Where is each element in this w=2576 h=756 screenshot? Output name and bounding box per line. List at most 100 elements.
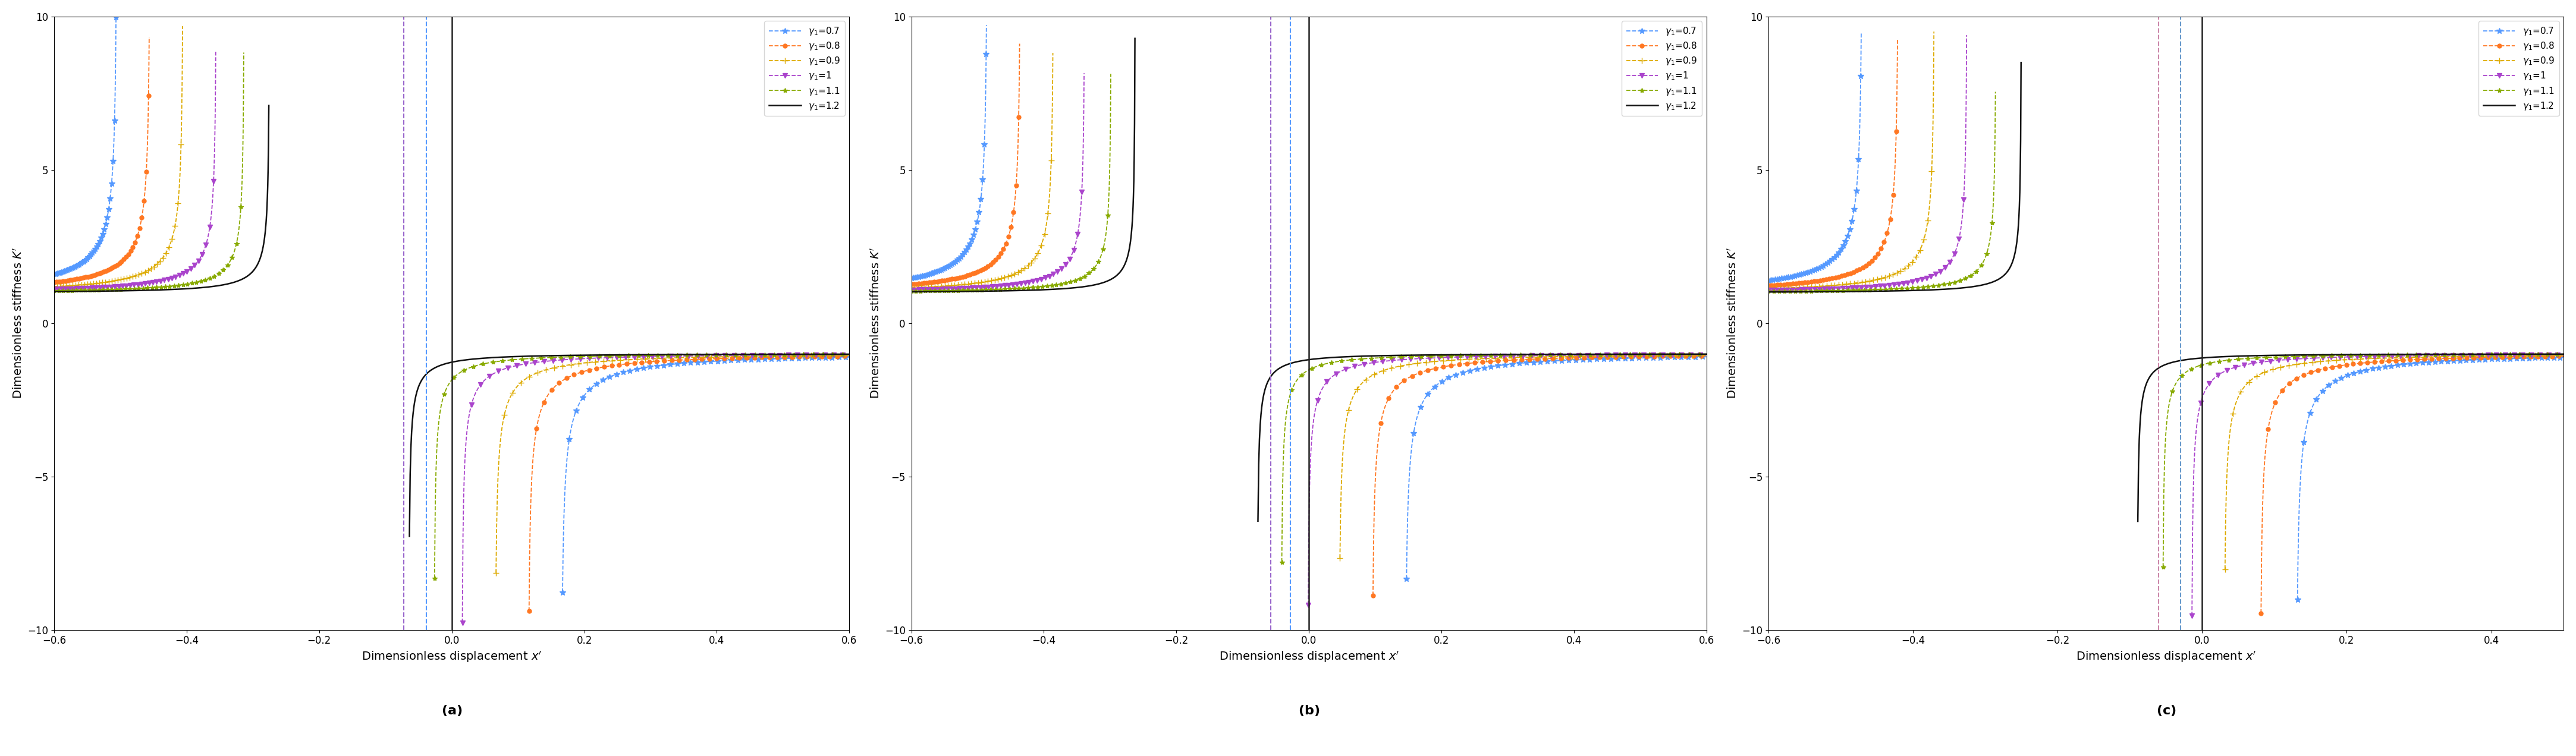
Line: $\gamma_1$=1.1: $\gamma_1$=1.1 xyxy=(909,71,1113,293)
Line: $\gamma_1$=0.7: $\gamma_1$=0.7 xyxy=(909,22,989,281)
$\gamma_1$=0.7 xyxy=(1834,222,1865,231)
$\gamma_1$=0.7 xyxy=(75,250,106,259)
$\gamma_1$=0.9 xyxy=(72,280,103,289)
$\gamma_1$=0.9 xyxy=(1798,282,1829,291)
Text: $\mathbf{(b)}$: $\mathbf{(b)}$ xyxy=(1298,703,1319,717)
$\gamma_1$=0.9 xyxy=(994,271,1025,280)
$\gamma_1$=1 xyxy=(1069,69,1100,78)
Line: $\gamma_1$=1: $\gamma_1$=1 xyxy=(52,49,219,292)
$\gamma_1$=0.8 xyxy=(1868,242,1899,251)
$\gamma_1$=0.8 xyxy=(95,264,126,273)
$\gamma_1$=1.2 xyxy=(175,284,206,293)
$\gamma_1$=0.8 xyxy=(39,277,70,287)
Line: $\gamma_1$=0.8: $\gamma_1$=0.8 xyxy=(52,35,152,284)
$\gamma_1$=0.9 xyxy=(1919,27,1950,36)
$\gamma_1$=0.7 xyxy=(64,260,95,269)
$\gamma_1$=1.1 xyxy=(191,275,222,284)
$\gamma_1$=0.7 xyxy=(1765,274,1795,284)
$\gamma_1$=0.8 xyxy=(904,279,935,288)
$\gamma_1$=0.8 xyxy=(1754,281,1785,290)
$\gamma_1$=1.2 xyxy=(1806,287,1837,296)
Line: $\gamma_1$=0.9: $\gamma_1$=0.9 xyxy=(909,50,1056,290)
Line: $\gamma_1$=0.7: $\gamma_1$=0.7 xyxy=(1765,30,1865,284)
$\gamma_1$=0.9 xyxy=(933,281,963,290)
$\gamma_1$=0.9 xyxy=(1038,48,1069,57)
Text: $\mathbf{(a)}$: $\mathbf{(a)}$ xyxy=(440,703,461,717)
$\gamma_1$=1.1 xyxy=(1793,287,1824,296)
$\gamma_1$=0.9 xyxy=(938,280,969,290)
$\gamma_1$=1.2 xyxy=(1754,287,1785,296)
$\gamma_1$=0.8 xyxy=(134,33,165,42)
$\gamma_1$=1.2 xyxy=(75,287,106,296)
$\gamma_1$=1.1 xyxy=(206,266,237,275)
$\gamma_1$=0.8 xyxy=(103,260,134,269)
$\gamma_1$=1.2 xyxy=(75,287,106,296)
$\gamma_1$=1.1 xyxy=(1935,279,1965,288)
$\gamma_1$=1 xyxy=(1906,275,1937,284)
$\gamma_1$=1.2 xyxy=(943,287,974,296)
$\gamma_1$=1 xyxy=(943,284,974,293)
$\gamma_1$=1 xyxy=(1911,274,1942,283)
$\gamma_1$=0.7 xyxy=(1847,29,1878,38)
$\gamma_1$=0.7 xyxy=(945,253,976,262)
Line: $\gamma_1$=0.8: $\gamma_1$=0.8 xyxy=(1767,36,1899,287)
$\gamma_1$=0.9 xyxy=(930,281,961,290)
$\gamma_1$=1.2 xyxy=(920,287,951,296)
$\gamma_1$=0.8 xyxy=(951,271,981,280)
Legend: $\gamma_1$=0.7, $\gamma_1$=0.8, $\gamma_1$=0.9, $\gamma_1$=1, $\gamma_1$=1.1, $\: $\gamma_1$=0.7, $\gamma_1$=0.8, $\gamma_… xyxy=(1620,21,1703,116)
$\gamma_1$=1.2 xyxy=(206,280,237,290)
Line: $\gamma_1$=1.1: $\gamma_1$=1.1 xyxy=(52,50,247,293)
$\gamma_1$=0.8 xyxy=(984,251,1015,260)
$\gamma_1$=0.7 xyxy=(961,217,992,226)
$\gamma_1$=1 xyxy=(1785,285,1816,294)
$\gamma_1$=0.9 xyxy=(129,268,160,277)
$\gamma_1$=1.2 xyxy=(1940,284,1971,293)
$\gamma_1$=0.8 xyxy=(1832,270,1862,279)
$\gamma_1$=0.8 xyxy=(52,276,82,285)
$\gamma_1$=1.2 xyxy=(1118,156,1149,165)
X-axis label: Dimensionless displacement $x'$: Dimensionless displacement $x'$ xyxy=(2076,649,2257,664)
$\gamma_1$=1.1 xyxy=(930,286,961,295)
$\gamma_1$=0.7 xyxy=(912,271,943,280)
$\gamma_1$=0.7 xyxy=(969,172,999,181)
$\gamma_1$=0.7 xyxy=(1780,271,1811,280)
$\gamma_1$=0.9 xyxy=(70,280,100,289)
Line: $\gamma_1$=1.2: $\gamma_1$=1.2 xyxy=(1770,63,2022,292)
$\gamma_1$=0.8 xyxy=(933,275,963,284)
$\gamma_1$=1.1 xyxy=(185,277,216,286)
$\gamma_1$=0.9 xyxy=(1783,283,1814,292)
$\gamma_1$=1 xyxy=(1754,286,1785,295)
$\gamma_1$=1.1 xyxy=(896,287,927,296)
$\gamma_1$=0.9 xyxy=(1754,284,1785,293)
Y-axis label: Dimensionless stiffness $K'$: Dimensionless stiffness $K'$ xyxy=(871,247,881,399)
$\gamma_1$=1 xyxy=(82,283,113,292)
$\gamma_1$=1.2 xyxy=(2007,58,2038,67)
$\gamma_1$=0.8 xyxy=(1832,270,1862,279)
$\gamma_1$=1.1 xyxy=(39,286,70,295)
Line: $\gamma_1$=1.2: $\gamma_1$=1.2 xyxy=(54,106,268,292)
$\gamma_1$=0.9 xyxy=(948,280,979,289)
$\gamma_1$=0.9 xyxy=(77,279,108,288)
$\gamma_1$=0.9 xyxy=(167,22,198,31)
$\gamma_1$=1.1 xyxy=(1899,284,1929,293)
Text: $\mathbf{(c)}$: $\mathbf{(c)}$ xyxy=(2156,703,2177,717)
$\gamma_1$=1 xyxy=(157,274,188,283)
$\gamma_1$=0.7 xyxy=(1765,274,1795,284)
$\gamma_1$=1 xyxy=(39,285,70,294)
$\gamma_1$=0.9 xyxy=(39,282,70,291)
$\gamma_1$=0.8 xyxy=(1754,280,1785,290)
Legend: $\gamma_1$=0.7, $\gamma_1$=0.8, $\gamma_1$=0.9, $\gamma_1$=1, $\gamma_1$=1.1, $\: $\gamma_1$=0.7, $\gamma_1$=0.8, $\gamma_… xyxy=(2478,21,2558,116)
Legend: $\gamma_1$=0.7, $\gamma_1$=0.8, $\gamma_1$=0.9, $\gamma_1$=1, $\gamma_1$=1.1, $\: $\gamma_1$=0.7, $\gamma_1$=0.8, $\gamma_… xyxy=(765,21,845,116)
$\gamma_1$=1.1 xyxy=(1955,271,1986,280)
$\gamma_1$=1 xyxy=(67,284,98,293)
$\gamma_1$=1.2 xyxy=(39,287,70,296)
X-axis label: Dimensionless displacement $x'$: Dimensionless displacement $x'$ xyxy=(1218,649,1399,664)
Line: $\gamma_1$=1.1: $\gamma_1$=1.1 xyxy=(1767,89,1999,294)
$\gamma_1$=0.9 xyxy=(896,284,927,293)
$\gamma_1$=0.7 xyxy=(953,241,984,250)
$\gamma_1$=1 xyxy=(188,247,219,256)
$\gamma_1$=0.7 xyxy=(912,270,943,279)
$\gamma_1$=1.2 xyxy=(1028,285,1059,294)
$\gamma_1$=0.8 xyxy=(896,280,927,289)
$\gamma_1$=1.2 xyxy=(211,280,242,289)
